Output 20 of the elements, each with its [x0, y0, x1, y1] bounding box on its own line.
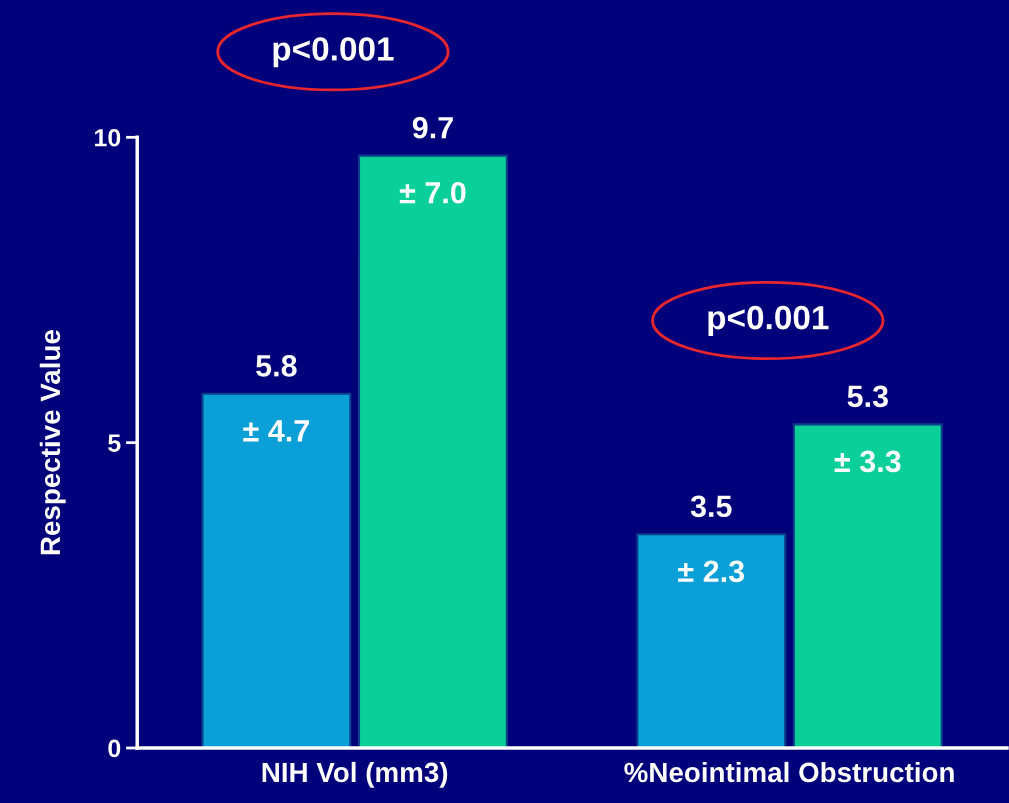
bar — [201, 392, 352, 748]
annotation: ± 2.3 — [678, 560, 745, 583]
data-label: 9.7 — [412, 116, 453, 139]
bar — [636, 533, 787, 748]
y-tick-label: 10 — [95, 128, 121, 147]
annotation: ± 7.0 — [399, 181, 466, 204]
annotation: ± 3.3 — [834, 450, 901, 473]
y-tick-label: 0 — [108, 739, 121, 758]
y-axis-title: Respective Value — [39, 330, 66, 555]
data-label: 5.8 — [256, 355, 297, 377]
x-tick-label: %Neointimal Obstruction — [624, 761, 954, 783]
text: p<0.001 — [273, 37, 394, 68]
bar — [792, 423, 943, 748]
y-tick-label: 5 — [108, 434, 121, 452]
annotation: p<0.001 — [708, 305, 829, 337]
data-label: 5.3 — [847, 385, 888, 408]
data-label: 3.5 — [690, 495, 732, 518]
bar — [357, 154, 508, 748]
x-tick-label: NIH Vol (mm3) — [262, 761, 448, 788]
annotation: ± 4.7 — [243, 420, 309, 442]
